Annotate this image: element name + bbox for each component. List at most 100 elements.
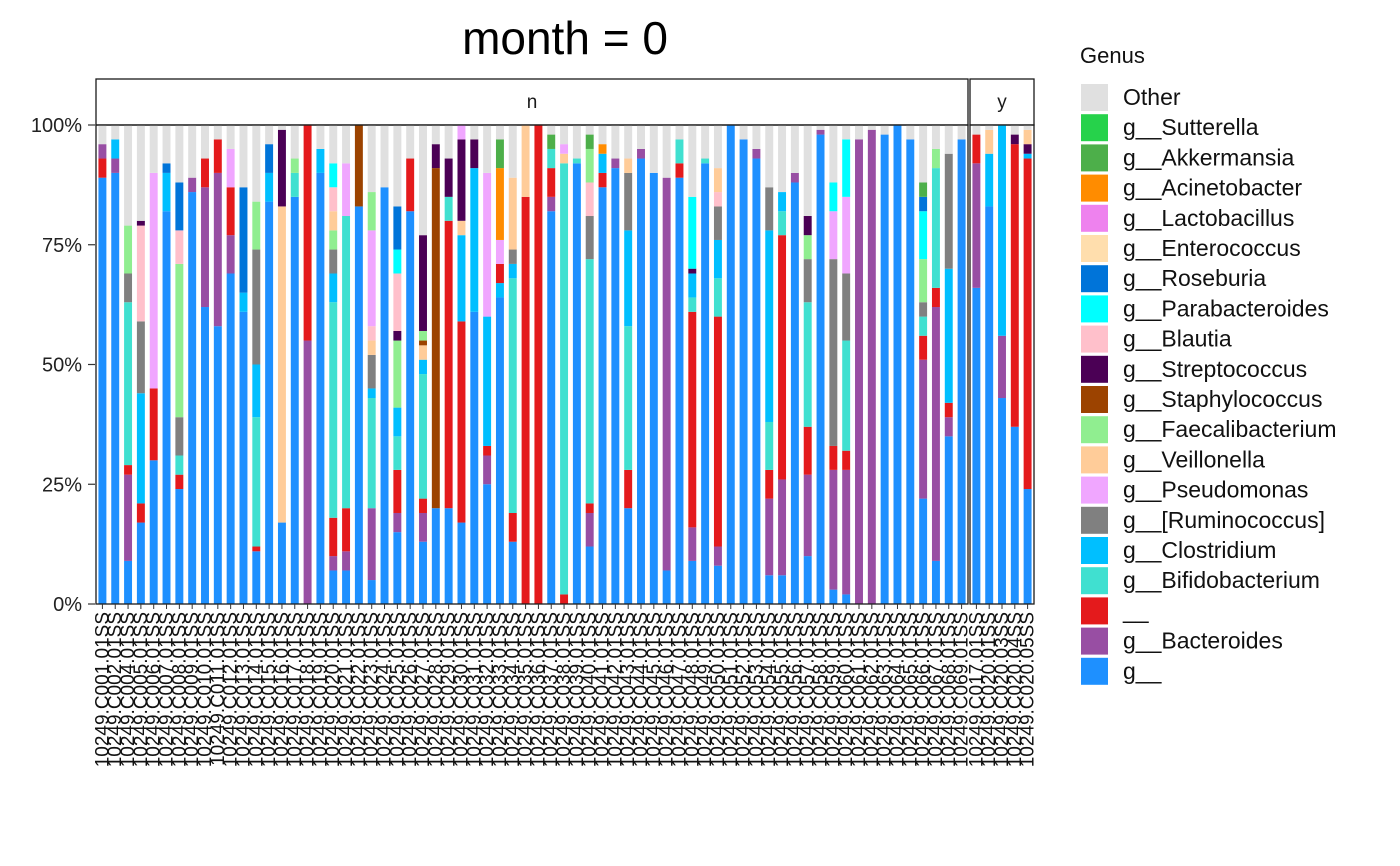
bar-segment bbox=[611, 158, 620, 169]
legend-item: g__Parabacteroides bbox=[1081, 295, 1329, 323]
bar-segment bbox=[329, 187, 338, 212]
legend-label: g__[Ruminococcus] bbox=[1123, 507, 1325, 533]
x-tick-label: 10249.C007.01SS bbox=[157, 612, 178, 767]
bar-segment bbox=[111, 158, 120, 173]
bar-segment bbox=[290, 158, 299, 173]
bar-segment bbox=[1010, 426, 1019, 604]
bar-segment bbox=[803, 125, 812, 217]
bar-segment bbox=[393, 436, 402, 470]
bar-segment bbox=[367, 125, 376, 193]
bar-segment bbox=[842, 450, 851, 470]
legend-swatch bbox=[1081, 174, 1108, 202]
bar-segment bbox=[585, 546, 594, 604]
bar-segment bbox=[393, 340, 402, 408]
bar-segment bbox=[803, 235, 812, 260]
bar-segment bbox=[124, 465, 133, 475]
legend-label: g__Akkermansia bbox=[1123, 144, 1295, 170]
bar-segment bbox=[998, 398, 1006, 604]
x-tick-label: 10249.C001.01SS bbox=[92, 612, 113, 767]
bar-segment bbox=[880, 134, 889, 604]
bar-segment bbox=[98, 158, 107, 178]
bar-segment bbox=[419, 512, 427, 542]
bar-segment bbox=[419, 374, 427, 499]
bar-segment bbox=[316, 172, 325, 604]
x-tick-label: 10249.C010.01SS bbox=[195, 612, 216, 767]
bar-segment bbox=[277, 125, 286, 130]
bar-segment bbox=[226, 125, 235, 149]
bar-segment bbox=[136, 321, 145, 394]
bar-segment bbox=[765, 575, 774, 604]
bar-segment bbox=[944, 268, 953, 403]
legend-item: g__Akkermansia bbox=[1081, 144, 1295, 172]
bar-segment bbox=[393, 125, 402, 207]
bar-segment bbox=[175, 230, 184, 264]
bar-segment bbox=[972, 287, 981, 604]
bar-segment bbox=[919, 125, 928, 183]
bar-segment bbox=[393, 407, 402, 437]
bar-segment bbox=[252, 364, 261, 418]
legend-label: g__Blautia bbox=[1123, 326, 1232, 352]
x-tick-label: 10249.C002.01SS bbox=[105, 612, 126, 767]
bar-segment bbox=[713, 546, 722, 566]
legend-swatch bbox=[1081, 386, 1108, 413]
bar-segment bbox=[585, 148, 594, 183]
bar-segment bbox=[624, 158, 633, 173]
bar-segment bbox=[919, 498, 928, 604]
bar-segment bbox=[521, 196, 530, 604]
bar-segment bbox=[457, 321, 466, 523]
x-tick-label: 10249.C014.01SS bbox=[246, 612, 267, 767]
legend-label: g__Veillonella bbox=[1123, 446, 1265, 472]
x-tick-label: 10249.C038.01SS bbox=[554, 612, 575, 767]
chart-title: month = 0 bbox=[462, 12, 668, 64]
bar-segment bbox=[483, 125, 492, 173]
bar-segment bbox=[136, 125, 145, 221]
legend-swatch bbox=[1081, 265, 1108, 293]
bar-segment bbox=[136, 522, 145, 604]
legend-item: g__Lactobacillus bbox=[1081, 204, 1294, 232]
bar-segment bbox=[354, 125, 363, 207]
x-tick-label: 10249.C065.01SS bbox=[900, 612, 921, 767]
legend-item: g__Enterococcus bbox=[1081, 235, 1301, 262]
x-tick-label: 10249.C028.01SS bbox=[426, 612, 447, 767]
legend-swatch bbox=[1081, 597, 1108, 625]
bar-segment bbox=[972, 163, 981, 288]
facet-strip bbox=[969, 78, 1035, 126]
x-tick-label: 10249.C017.01SS bbox=[966, 612, 987, 767]
x-tick-label: 10249.C044.01SS bbox=[631, 612, 652, 767]
bar-segment bbox=[829, 182, 838, 212]
bar-segment bbox=[213, 139, 222, 173]
bar-segment bbox=[998, 125, 1006, 336]
bar-segment bbox=[329, 230, 338, 250]
bar-segment bbox=[1023, 158, 1032, 490]
bar-segment bbox=[162, 125, 171, 164]
bar-segment bbox=[495, 263, 504, 284]
legend-item: g__Roseburia bbox=[1081, 265, 1266, 293]
bar-segment bbox=[495, 239, 504, 264]
bar-segment bbox=[944, 436, 953, 604]
bar-segment bbox=[149, 172, 158, 389]
bar-segment bbox=[675, 139, 684, 164]
bar-segment bbox=[149, 460, 158, 604]
x-tick-label: 10249.C068.01SS bbox=[939, 612, 960, 767]
bar-segment bbox=[842, 273, 851, 341]
bar-segment bbox=[98, 177, 107, 604]
bar-segment bbox=[1023, 153, 1032, 159]
bar-segment bbox=[470, 139, 479, 169]
x-tick-label: 10249.C006.01SS bbox=[144, 612, 165, 767]
bar-segment bbox=[752, 148, 761, 159]
legend-label: g__Streptococcus bbox=[1123, 356, 1307, 382]
bar-segment bbox=[778, 192, 787, 212]
bar-segment bbox=[393, 330, 402, 341]
bar-segment bbox=[816, 129, 825, 135]
x-tick-label: 10249.C019.01SS bbox=[310, 612, 331, 767]
bar-segment bbox=[1010, 125, 1019, 135]
legend-label: g__ bbox=[1123, 658, 1163, 684]
bar-segment bbox=[662, 570, 671, 604]
bar-segment bbox=[688, 196, 697, 269]
x-tick-label: 10249.C039.01SS bbox=[567, 612, 588, 767]
bar-segment bbox=[560, 153, 569, 164]
bar-segment bbox=[393, 273, 402, 331]
legend-swatch bbox=[1081, 355, 1108, 383]
bar-segment bbox=[713, 565, 722, 604]
